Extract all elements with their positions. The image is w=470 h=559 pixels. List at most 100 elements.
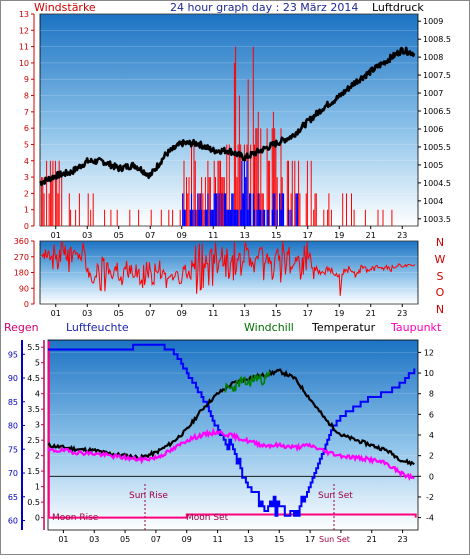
rain-tick-label: 3: [35, 421, 40, 430]
temperature-tick-label: 12: [424, 348, 434, 357]
panel1-x-tick-label: 23: [397, 231, 407, 240]
panel1-right-tick-label: 1006.5: [423, 107, 451, 116]
direction-label: N: [436, 303, 444, 316]
temperature-line: [47, 368, 415, 467]
wind-direction-line: [41, 241, 416, 296]
panel1-left-tick-label: 12: [19, 26, 29, 35]
panel2-x-tick-label: 05: [114, 309, 124, 318]
panel1-x-tick-label: 05: [114, 231, 124, 240]
panel2-x-tick-label: 07: [145, 309, 155, 318]
panel3-x-tick-label: 23: [397, 535, 407, 544]
panel1-right-tick-label: 1009: [423, 17, 443, 26]
humidity-tick-label: 75: [8, 445, 18, 454]
panel2-x-tick-label: 13: [240, 309, 250, 318]
panel3-x-tick-label: 03: [89, 535, 99, 544]
temperature-tick-label: 10: [424, 369, 434, 378]
panel3-x-tick-label: 09: [182, 535, 192, 544]
direction-label: S: [437, 270, 444, 283]
panel1-left-tick-label: 11: [19, 43, 29, 52]
panel1-x-axis: 01 03 05 07 09 11 13 15 17 19 21 23: [51, 226, 407, 240]
moonrise-label: Moon Rise: [52, 513, 99, 523]
rain-tick-label: 1: [35, 483, 40, 492]
temperature-tick-label: 8: [429, 390, 434, 399]
panel2-x-axis: 01 03 05 07 09 11 13 15 17 19 21 23: [51, 304, 407, 318]
temperature-tick-label: 4: [429, 431, 434, 440]
moonset-label: Moon Set: [186, 513, 229, 523]
panel1-right-axis: 1003.5 1004 1004.5 1005 1005.5 1006 1006.5 1007…: [418, 17, 451, 224]
panel1-right-tick-label: 1007.5: [423, 71, 451, 80]
temperature-tick-label: 6: [429, 410, 434, 419]
pressure-line: [39, 46, 416, 186]
temperature-tick-label: -2: [426, 493, 434, 502]
panel3-x-tick-label: 21: [367, 535, 377, 544]
panel2-x-tick-label: 23: [397, 309, 407, 318]
panel1-x-tick-label: 03: [82, 231, 92, 240]
panel1-x-tick-label: 09: [177, 231, 187, 240]
panel2-left-axis: 0 90 180 270 360: [14, 237, 35, 309]
temperature-label: Temperatur: [311, 321, 376, 334]
panel2-left-tick-label: 360: [14, 237, 29, 246]
humidity-label: Luftfeuchte: [66, 321, 129, 334]
humidity-tick-label: 90: [8, 374, 18, 383]
rain-axis: 0 0.5 1 1.5 2 2.5 3 3.5 4 4.5 5 5.5: [27, 340, 45, 530]
rain-tick-label: 0: [35, 514, 40, 523]
rain-line: [47, 341, 417, 519]
panel2-x-tick-label: 09: [177, 309, 187, 318]
rain-tick-label: 5.5: [27, 343, 40, 352]
panel3-x-tick-label: 01: [58, 535, 68, 544]
panel1-left-tick-label: 8: [24, 92, 29, 101]
humidity-tick-label: 80: [8, 422, 18, 431]
humidity-tick-label: 95: [8, 350, 18, 359]
panel1-left-tick-label: 13: [19, 10, 29, 19]
wind-average-bar: [182, 160, 298, 226]
direction-label: N: [436, 236, 444, 249]
temperature-tick-label: 0: [429, 472, 434, 481]
panel1-x-tick-label: 21: [366, 231, 376, 240]
panel1-left-tick-label: 3: [24, 173, 29, 182]
panel1-left-tick-label: 7: [24, 108, 29, 117]
windchill-label: Windchill: [244, 321, 294, 334]
panel1-right-tick-label: 1008: [423, 53, 443, 62]
panel1-right-tick-label: 1005: [423, 161, 443, 170]
direction-label: O: [436, 286, 445, 299]
dewpoint-line: [47, 427, 415, 481]
humidity-line: [48, 343, 416, 517]
panel2-x-tick-label: 03: [82, 309, 92, 318]
panel1-left-tick-label: 0: [24, 222, 29, 231]
panel1-right-tick-label: 1004.5: [423, 179, 451, 188]
panel2-x-tick-label: 19: [334, 309, 344, 318]
panel1-x-tick-label: 11: [208, 231, 218, 240]
sunrise-label: Sun Rise: [129, 491, 168, 501]
panel2-grid: [40, 240, 418, 305]
rain-tick-label: 4: [35, 390, 40, 399]
panel3-x-tick-label: 17: [305, 535, 315, 544]
panel1-left-tick-label: 4: [24, 157, 29, 166]
panel2-x-tick-label: 17: [303, 309, 313, 318]
wind-average-bars: [182, 160, 298, 226]
panel1-right-tick-label: 1004: [423, 197, 443, 206]
rain-label: Regen: [4, 321, 39, 334]
panel1-x-tick-label: 07: [145, 231, 155, 240]
panel1-right-tick-label: 1007: [423, 89, 443, 98]
rain-tick-label: 1.5: [27, 467, 40, 476]
panel2-x-tick-label: 21: [366, 309, 376, 318]
humidity-tick-label: 60: [8, 517, 18, 526]
panel1-x-tick-label: 17: [303, 231, 313, 240]
graph-title: 24 hour graph day : 23 März 2014: [170, 1, 358, 14]
panel1-left-tick-label: 5: [24, 140, 29, 149]
panel1-right-tick-label: 1003.5: [423, 215, 451, 224]
wind-speed-label: Windstärke: [34, 1, 96, 14]
sunset-axis-label: Sun Set: [319, 535, 350, 544]
panel1-x-tick-label: 19: [334, 231, 344, 240]
humidity-tick-label: 85: [8, 398, 18, 407]
panel1-right-tick-label: 1005.5: [423, 143, 451, 152]
panel2-left-tick-label: 0: [24, 300, 29, 309]
humidity-axis: 60 65 70 75 80 85 90 95: [8, 340, 25, 530]
humidity-tick-label: 65: [8, 493, 18, 502]
temperature-tick-label: 2: [429, 452, 434, 461]
panel2-left-tick-label: 90: [19, 284, 29, 293]
